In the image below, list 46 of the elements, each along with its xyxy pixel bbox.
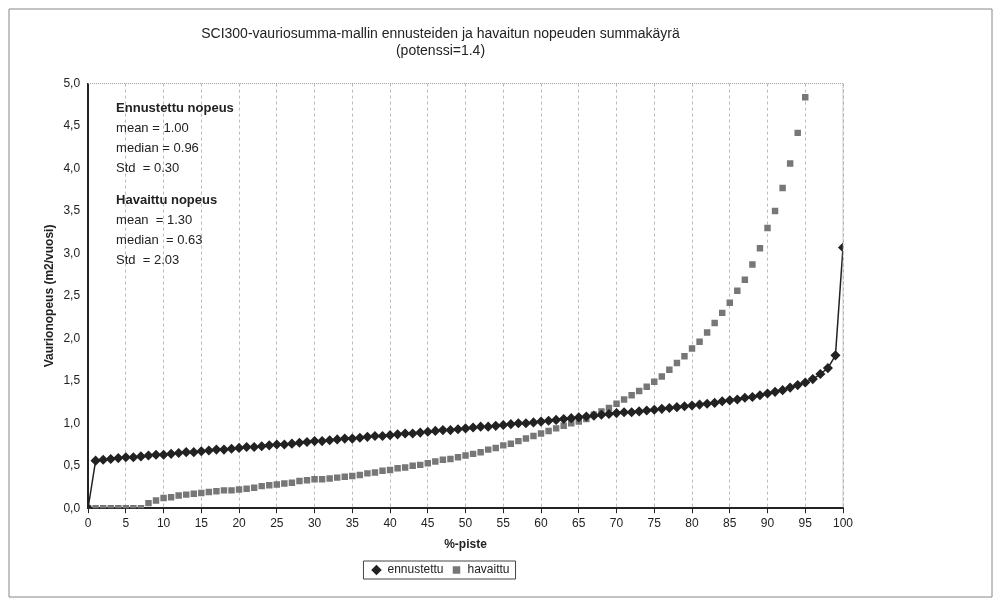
annotation: median = 0.63 xyxy=(116,231,203,247)
x-tick-label: 25 xyxy=(270,515,284,530)
y-tick-label: 2,0 xyxy=(63,330,81,345)
y-axis-title: Vaurionopeus (m2/vuosi) xyxy=(41,224,56,368)
x-tick-label: 100 xyxy=(832,515,854,530)
x-tick-label: 35 xyxy=(345,515,360,530)
y-tick-label: 0,0 xyxy=(63,500,81,515)
annotation: median = 0.96 xyxy=(116,139,199,155)
x-tick-label: 50 xyxy=(458,515,473,530)
x-tick-label: 10 xyxy=(156,515,171,530)
y-tick-label: 1,5 xyxy=(63,373,81,388)
y-tick-label: 4,5 xyxy=(63,118,81,133)
x-tick-label: 45 xyxy=(421,515,435,530)
x-tick-label: 65 xyxy=(572,515,586,530)
x-axis-title: %-piste xyxy=(444,537,488,552)
legend-label: havaittu xyxy=(467,562,510,577)
x-tick-label: 5 xyxy=(122,515,130,530)
x-tick-label: 90 xyxy=(760,515,775,530)
y-tick-label: 5,0 xyxy=(63,75,81,90)
annotation: mean = 1.30 xyxy=(116,211,193,227)
annotation: Std = 2.03 xyxy=(116,251,180,267)
y-tick-label: 2,5 xyxy=(63,288,81,303)
annotation: Std = 0.30 xyxy=(116,159,180,175)
x-tick-label: 70 xyxy=(609,515,624,530)
x-tick-label: 15 xyxy=(194,515,209,530)
x-tick-label: 95 xyxy=(798,515,813,530)
annotation: Havaittu nopeus xyxy=(116,191,218,207)
y-tick-label: 1,0 xyxy=(63,415,81,430)
legend-label: ennustettu xyxy=(387,562,444,577)
annotation: mean = 1.00 xyxy=(116,119,189,135)
x-tick-label: 30 xyxy=(307,515,322,530)
y-tick-label: 3,0 xyxy=(63,245,81,260)
chart-title: SCI300-vauriosumma-mallin ennusteiden ja havaitun nopeuden summakäyrä xyxy=(201,25,681,42)
x-tick-label: 40 xyxy=(383,515,398,530)
y-tick-label: 0,5 xyxy=(63,458,81,473)
x-tick-label: 75 xyxy=(647,515,662,530)
x-tick-label: 0 xyxy=(84,515,92,530)
y-tick-label: 4,0 xyxy=(63,160,81,175)
x-tick-label: 60 xyxy=(534,515,549,530)
x-tick-label: 80 xyxy=(685,515,700,530)
x-tick-label: 20 xyxy=(232,515,247,530)
annotation: Ennustettu nopeus xyxy=(116,99,234,115)
x-tick-label: 55 xyxy=(496,515,511,530)
y-tick-label: 3,5 xyxy=(63,203,81,218)
chart-subtitle: (potenssi=1.4) xyxy=(395,42,486,59)
x-tick-label: 85 xyxy=(723,515,737,530)
